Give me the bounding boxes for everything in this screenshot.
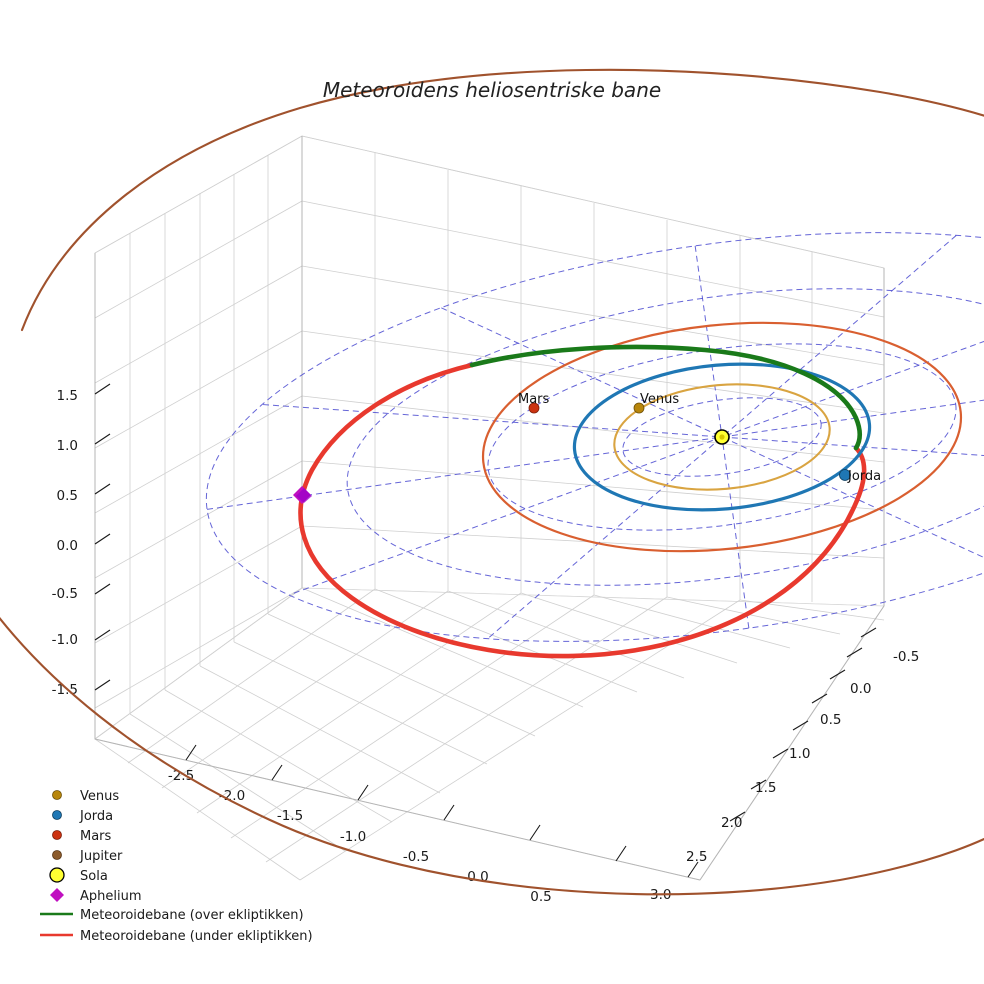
y-tick-label-5: 2.0 [721, 815, 742, 831]
meteoroid-red-arc [298, 362, 867, 659]
legend-mars-icon [52, 830, 62, 840]
meteoroid-orbit-above [469, 344, 863, 451]
y-tick-label-4: 1.5 [755, 780, 776, 796]
legend-jupiter-icon [52, 850, 62, 860]
z-tick-label-0: 1.5 [57, 388, 78, 404]
axis-spines [94, 136, 885, 881]
y-tick-label-1: 0.0 [850, 681, 871, 697]
legend-item-mars[interactable]: Mars [52, 829, 112, 844]
z-tick-label-3: 0.0 [57, 538, 78, 554]
orbit-jorda [572, 362, 872, 512]
legend-label-jorda: Jorda [79, 809, 113, 824]
legend-item-meteoroid-below[interactable]: Meteoroidebane (under ekliptikken) [40, 929, 313, 944]
aphelium-marker [293, 486, 312, 504]
legend: Venus Jorda Mars Jupiter Sola Aphelium [40, 789, 313, 944]
x-tick-label-6: 0.5 [530, 889, 551, 905]
legend-label-mars: Mars [80, 829, 112, 844]
orbit-jupiter [0, 68, 984, 896]
x-tick-label-0: -2.5 [168, 768, 194, 784]
legend-label-meteoroid-above: Meteoroidebane (over ekliptikken) [80, 908, 304, 923]
jorda-orbit-ellipse [572, 362, 872, 512]
mars-icon [528, 402, 540, 414]
body-markers: Mars Venus Jorda [293, 392, 881, 504]
jorda-label: Jorda [847, 469, 881, 484]
x-tick-label-1: -2.0 [219, 788, 245, 804]
legend-item-venus[interactable]: Venus [52, 789, 120, 804]
x-tick-label-4: -0.5 [403, 849, 429, 865]
mars-orbit-ellipse [481, 321, 963, 553]
legend-label-venus: Venus [80, 789, 119, 804]
legend-item-jorda[interactable]: Jorda [52, 809, 114, 824]
jupiter-orbit-lower-arc [0, 616, 984, 896]
legend-label-jupiter: Jupiter [79, 849, 123, 864]
z-tick-label-2: 0.5 [57, 488, 78, 504]
legend-label-aphelium: Aphelium [80, 889, 142, 904]
z-tick-label-5: -1.0 [52, 632, 78, 648]
legend-item-aphelium[interactable]: Aphelium [50, 888, 142, 904]
sun-core-icon [719, 434, 725, 440]
aphelion-diamond-inner-icon [296, 488, 312, 503]
orbit-venus [613, 383, 831, 491]
page-title: Meteoroidens heliosentriske bane [323, 78, 661, 102]
venus-label: Venus [640, 392, 679, 407]
jorda-marker-group: Jorda [839, 469, 881, 484]
orbit-mars [481, 321, 963, 553]
legend-label-meteoroid-below: Meteoroidebane (under ekliptikken) [80, 929, 313, 944]
legend-item-meteoroid-above[interactable]: Meteoroidebane (over ekliptikken) [40, 908, 304, 923]
venus-orbit-ellipse [613, 383, 831, 491]
legend-item-sola[interactable]: Sola [49, 867, 108, 884]
y-axis-spine [699, 605, 885, 881]
y-tick-label-6: 2.5 [686, 849, 707, 865]
y-tick-label-3: 1.0 [789, 746, 810, 762]
venus-icon [633, 402, 645, 414]
x-tick-label-2: -1.5 [277, 808, 303, 824]
legend-aphelium-icon [50, 888, 64, 902]
jupiter-orbit-upper-arc [20, 68, 984, 332]
x-axis: -2.5 -2.0 -1.5 -1.0 -0.5 0.0 0.5 [168, 744, 699, 905]
sola-marker [714, 429, 730, 445]
z-tick-label-1: 1.0 [57, 438, 78, 454]
z-tick-label-4: -0.5 [52, 586, 78, 602]
venus-marker-group: Venus [633, 392, 679, 414]
legend-venus-icon [52, 790, 62, 800]
legend-jorda-icon [52, 810, 62, 820]
meteoroid-green-arc [469, 344, 863, 451]
y-axis: -0.5 0.0 0.5 1.0 1.5 2.0 2.5 3.0 [650, 627, 919, 903]
x-tick-label-3: -1.0 [340, 829, 366, 845]
y-tick-label-2: 0.5 [820, 712, 841, 728]
legend-label-sola: Sola [80, 869, 108, 884]
jorda-icon [839, 469, 851, 481]
legend-sola-icon [49, 867, 65, 883]
y-tick-label-0: -0.5 [893, 649, 919, 665]
mars-label: Mars [518, 392, 550, 407]
x-axis-spine [94, 738, 701, 881]
axes3d-panes [94, 135, 885, 881]
grid-lines [94, 135, 885, 881]
meteoroid-orbit-below [298, 362, 867, 659]
x-tick-label-5: 0.0 [467, 869, 488, 885]
legend-item-jupiter[interactable]: Jupiter [52, 849, 124, 864]
mars-marker-group: Mars [518, 392, 550, 414]
